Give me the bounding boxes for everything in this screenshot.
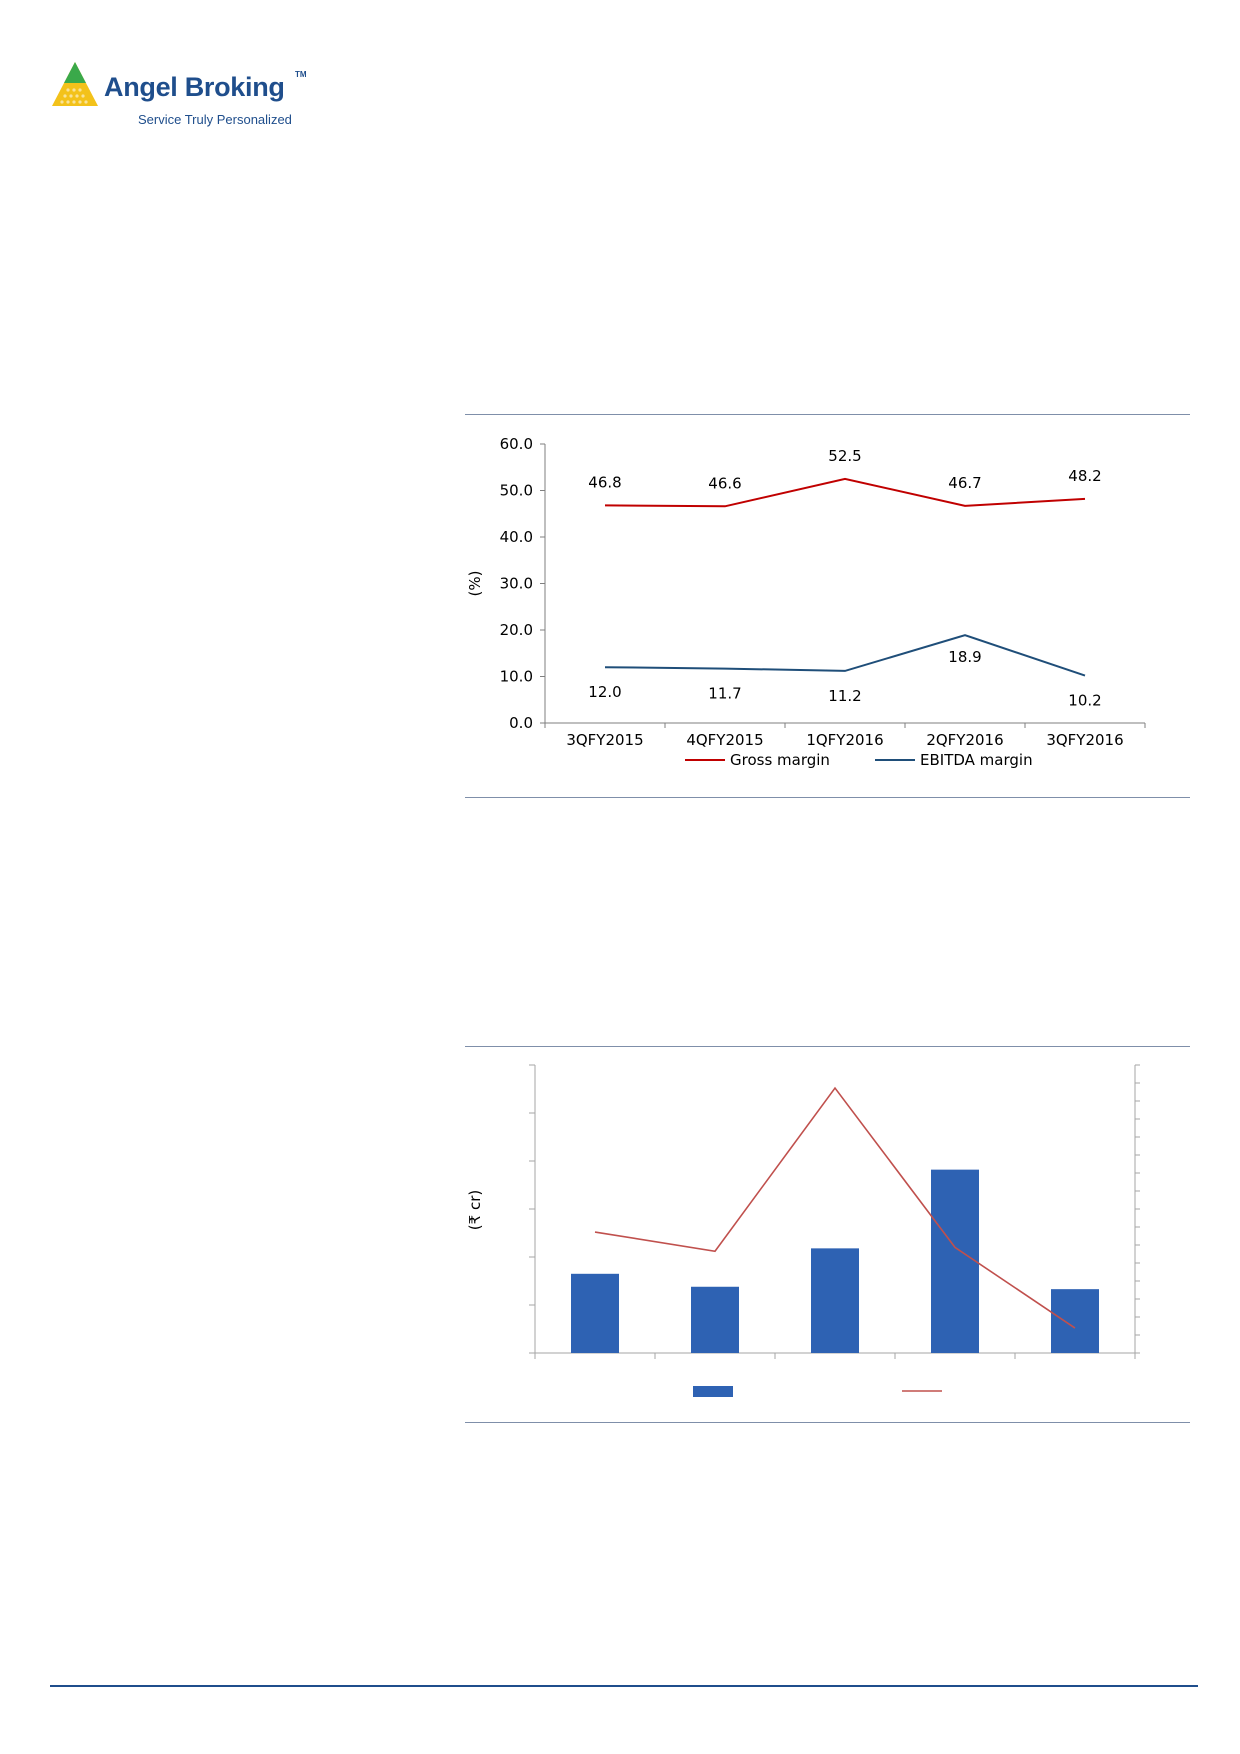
brand-name: Angel Broking xyxy=(104,72,285,102)
margin-line-chart: 0.0 10.0 20.0 30.0 40.0 50.0 60.0 3QFY2015 4QFY2… xyxy=(466,435,1146,769)
data-label: 52.5 xyxy=(828,447,861,465)
data-label: 11.2 xyxy=(828,687,861,705)
y-axis-label: (₹ cr) xyxy=(466,1190,484,1230)
y-tick-label: 0.0 xyxy=(509,714,533,732)
angel-broking-logo: Angel Broking TM Service Truly Personali… xyxy=(50,60,310,140)
chart2-bottom-rule xyxy=(465,1422,1190,1423)
y-axis-label: (%) xyxy=(466,571,484,597)
bar xyxy=(691,1286,739,1353)
data-label: 12.0 xyxy=(588,683,621,701)
data-label: 46.6 xyxy=(708,474,741,492)
data-label: 11.7 xyxy=(708,685,741,703)
x-tick-label: 3QFY2015 xyxy=(566,731,643,749)
bar xyxy=(811,1248,859,1353)
y-tick-label: 30.0 xyxy=(500,575,533,593)
series-line-0 xyxy=(604,477,1086,508)
series-line-1 xyxy=(604,634,1086,677)
series-line xyxy=(594,1086,1076,1329)
chart1-top-rule xyxy=(465,414,1190,415)
legend-label: EBITDA margin xyxy=(920,751,1033,769)
data-label: 10.2 xyxy=(1068,692,1101,710)
data-label: 46.7 xyxy=(948,474,981,492)
trademark: TM xyxy=(295,70,307,79)
bar xyxy=(931,1169,979,1353)
triangle-logo-icon xyxy=(52,62,98,106)
legend-label: Gross margin xyxy=(730,751,830,769)
x-tick-label: 1QFY2016 xyxy=(806,731,883,749)
y-tick-label: 40.0 xyxy=(500,528,533,546)
data-label: 48.2 xyxy=(1068,467,1101,485)
bar xyxy=(571,1273,619,1353)
y-tick-label: 60.0 xyxy=(500,435,533,453)
revenue-bar-line-chart: (₹ cr) xyxy=(466,1064,1140,1397)
y-tick-label: 20.0 xyxy=(500,621,533,639)
footer-rule xyxy=(50,1685,1198,1687)
data-label: 46.8 xyxy=(588,473,621,491)
brand-tagline: Service Truly Personalized xyxy=(138,112,292,127)
x-tick-label: 2QFY2016 xyxy=(926,731,1003,749)
chart2-top-rule xyxy=(465,1046,1190,1047)
y-tick-label: 10.0 xyxy=(500,668,533,686)
legend-swatch-bar xyxy=(693,1386,733,1397)
chart1-bottom-rule xyxy=(465,797,1190,798)
data-label: 18.9 xyxy=(948,648,981,666)
y-tick-label: 50.0 xyxy=(500,482,533,500)
x-tick-label: 4QFY2015 xyxy=(686,731,763,749)
bar xyxy=(1051,1289,1099,1353)
x-tick-label: 3QFY2016 xyxy=(1046,731,1123,749)
